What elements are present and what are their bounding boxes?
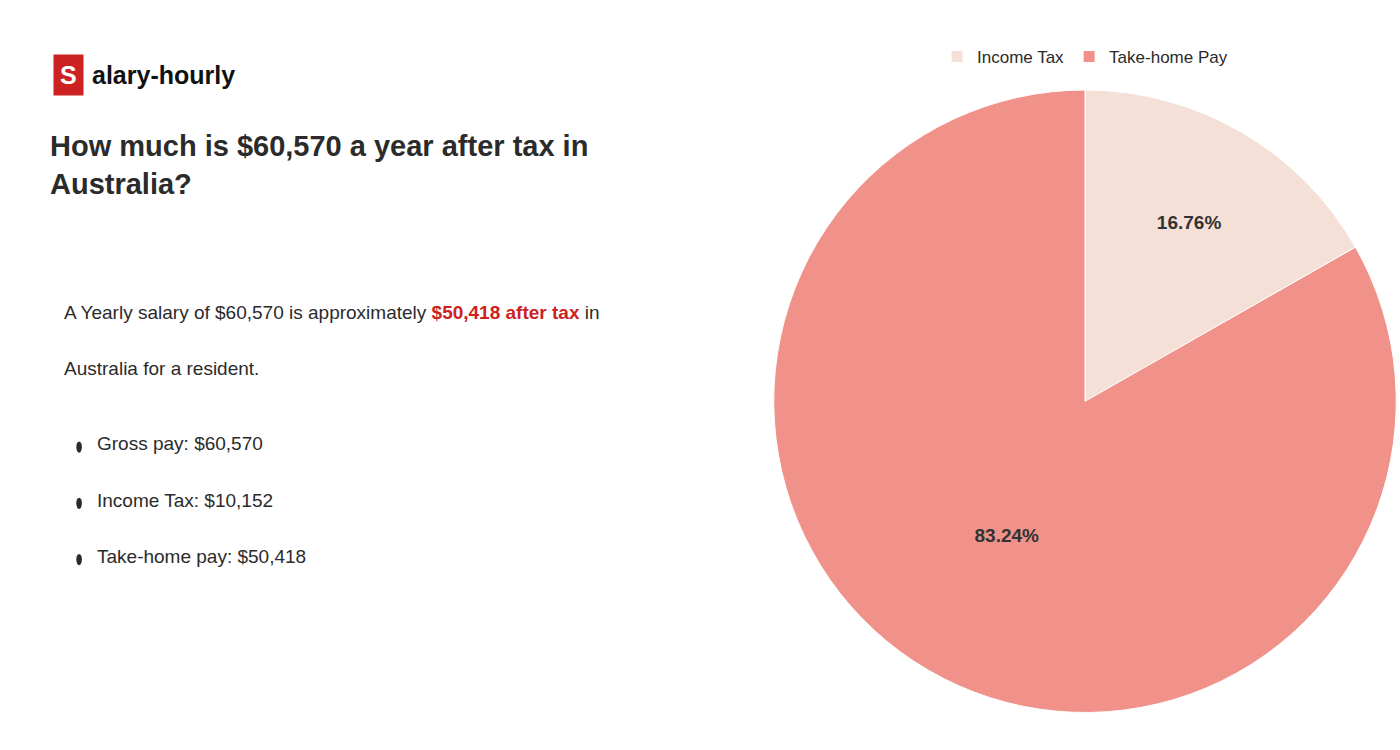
svg-text:How much is $60,570 a year aft: How much is $60,570 a year after tax inA… <box>50 130 588 200</box>
svg-text:Income Tax: Income Tax <box>977 48 1064 67</box>
svg-text:Take-home Pay: Take-home Pay <box>1109 48 1228 67</box>
svg-text:83.24%: 83.24% <box>975 525 1040 546</box>
svg-text:S: S <box>60 61 77 89</box>
svg-text:Australia for a resident.: Australia for a resident. <box>64 358 259 379</box>
svg-text:Take-home pay: $50,418: Take-home pay: $50,418 <box>97 546 306 567</box>
svg-text:Income Tax: $10,152: Income Tax: $10,152 <box>97 490 273 511</box>
svg-text:Gross pay: $60,570: Gross pay: $60,570 <box>97 433 263 454</box>
svg-text:alary-hourly: alary-hourly <box>92 61 235 89</box>
svg-text:16.76%: 16.76% <box>1157 212 1222 233</box>
svg-text:A Yearly salary of $60,570 is: A Yearly salary of $60,570 is approximat… <box>64 302 600 323</box>
